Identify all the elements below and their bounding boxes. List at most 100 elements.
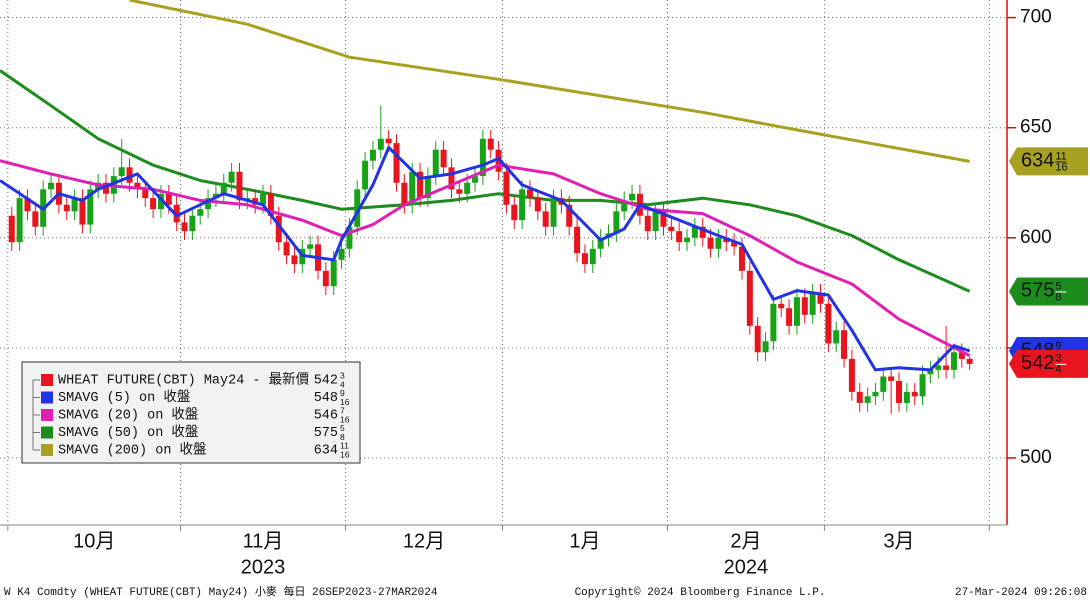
candle-body <box>102 182 109 194</box>
candle-body <box>275 215 282 243</box>
price-tag-shape <box>1009 277 1088 306</box>
candle-body <box>503 171 510 205</box>
legend-value-numerator: 11 <box>340 440 349 450</box>
legend-value-denominator: 16 <box>340 449 350 459</box>
candle-body <box>754 325 761 353</box>
x-tick-label: 3月 <box>883 530 914 552</box>
candle-body <box>731 242 738 247</box>
candle-body <box>330 259 337 287</box>
candle-body <box>472 176 479 183</box>
tag-value-denominator: 8 <box>1055 291 1061 303</box>
candle-body <box>778 303 785 309</box>
price-tag-shape <box>1009 147 1088 176</box>
legend-value-denominator: 16 <box>340 414 350 424</box>
y-tick-label: 500 <box>1020 447 1052 468</box>
candle-body <box>369 149 376 161</box>
candle-body <box>613 211 620 234</box>
candle-body <box>228 171 235 183</box>
candle-body <box>927 369 934 375</box>
candle-body <box>872 391 879 397</box>
year-label: 2023 <box>241 556 286 578</box>
legend-value-whole: 634 <box>314 444 338 459</box>
candle-body <box>864 396 871 403</box>
legend-value-numerator: 3 <box>340 370 345 380</box>
candle-body <box>919 374 926 397</box>
x-tick-label: 12月 <box>403 530 445 552</box>
candle-body <box>793 297 800 326</box>
candle-body <box>362 160 369 190</box>
candle-body <box>32 211 39 227</box>
candle-body <box>307 244 314 249</box>
legend-swatch <box>41 409 53 421</box>
legend-value-denominator: 8 <box>340 432 345 442</box>
moving-average-line <box>0 69 971 293</box>
candle-body <box>943 365 950 370</box>
year-label: 2024 <box>724 556 769 578</box>
candle-body <box>511 204 518 221</box>
candle-body <box>966 358 973 364</box>
candle-body <box>738 246 745 271</box>
candle-body <box>24 198 31 212</box>
candle-body <box>715 237 722 249</box>
legend-value-numerator: 7 <box>340 405 345 415</box>
legend-value-numerator: 9 <box>340 388 345 398</box>
candle-body <box>236 171 243 201</box>
candle-body <box>354 189 361 227</box>
footer-center: Copyright© 2024 Bloomberg Finance L.P. <box>575 587 826 599</box>
candle-body <box>220 182 227 194</box>
candle-body <box>676 231 683 243</box>
price-tag: 575 58 <box>1009 277 1088 306</box>
price-tag-shape <box>1009 349 1088 378</box>
candle-body <box>770 303 777 342</box>
legend-swatch <box>41 444 53 456</box>
legend-label: SMAVG (5) on 收盤 <box>58 389 191 406</box>
candle-body <box>181 222 188 232</box>
plot-area <box>0 0 973 414</box>
candle-body <box>880 376 887 392</box>
candle-body <box>652 211 659 232</box>
tag-value-numerator: 5 <box>1055 280 1061 292</box>
legend-swatch <box>41 391 53 404</box>
candle-body <box>338 248 345 260</box>
candle-body <box>424 176 431 199</box>
candle-body <box>267 193 274 216</box>
candle-body <box>621 200 628 212</box>
y-tick-label: 600 <box>1020 227 1052 248</box>
candle-body <box>526 189 533 199</box>
legend-box <box>21 361 361 464</box>
candle-body <box>487 138 494 150</box>
candle-body <box>150 198 157 210</box>
legend-value-whole: 548 <box>314 391 338 406</box>
candle-body <box>801 297 808 315</box>
candle-body <box>393 143 400 183</box>
candle-body <box>644 215 651 232</box>
candle-body <box>16 198 23 243</box>
footer-right: 27-Mar-2024 09:26:08 <box>955 587 1087 599</box>
candle-body <box>126 167 133 183</box>
candle-body <box>165 193 172 205</box>
footer-left: W K4 Comdty (WHEAT FUTURE(CBT) May24) 小麥… <box>4 584 438 599</box>
moving-average-line <box>0 159 971 358</box>
candle-body <box>888 376 895 381</box>
candle-body <box>841 330 848 359</box>
tag-value-numerator: 3 <box>1055 353 1061 365</box>
candle-body <box>786 308 793 326</box>
candle-body <box>581 253 588 265</box>
candle-body <box>432 149 439 177</box>
candle-body <box>63 204 70 212</box>
legend-value-whole: 546 <box>314 409 338 424</box>
candle-body <box>260 193 267 205</box>
candle-body <box>825 303 832 344</box>
candle-body <box>409 171 416 205</box>
candle-body <box>935 365 942 370</box>
tag-value-whole: 634 <box>1021 150 1054 172</box>
candle-body <box>87 189 94 225</box>
candle-body <box>699 226 706 238</box>
candle-body <box>283 242 290 256</box>
candle-body <box>856 391 863 403</box>
tag-value-numerator: 9 <box>1055 340 1061 352</box>
tag-value-whole: 575 <box>1021 280 1054 302</box>
candle-body <box>589 248 596 265</box>
